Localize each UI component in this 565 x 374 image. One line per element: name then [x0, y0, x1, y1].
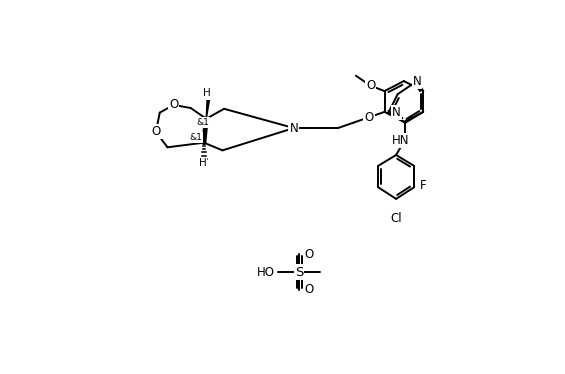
- Text: O: O: [305, 283, 314, 296]
- Text: O: O: [151, 125, 160, 138]
- Polygon shape: [206, 97, 210, 119]
- Text: &1: &1: [189, 133, 202, 142]
- Text: HO: HO: [257, 266, 275, 279]
- Text: F: F: [420, 179, 427, 192]
- Text: HN: HN: [392, 134, 410, 147]
- Text: Cl: Cl: [390, 212, 402, 225]
- Text: H: H: [203, 88, 211, 98]
- Text: O: O: [364, 111, 373, 124]
- Text: S: S: [295, 266, 303, 279]
- Text: N: N: [392, 106, 401, 119]
- Text: O: O: [169, 98, 179, 111]
- Text: H: H: [198, 159, 206, 168]
- Text: O: O: [305, 248, 314, 261]
- Text: O: O: [366, 79, 375, 92]
- Text: N: N: [412, 74, 421, 88]
- Text: &1: &1: [196, 118, 209, 127]
- Text: N: N: [289, 122, 298, 135]
